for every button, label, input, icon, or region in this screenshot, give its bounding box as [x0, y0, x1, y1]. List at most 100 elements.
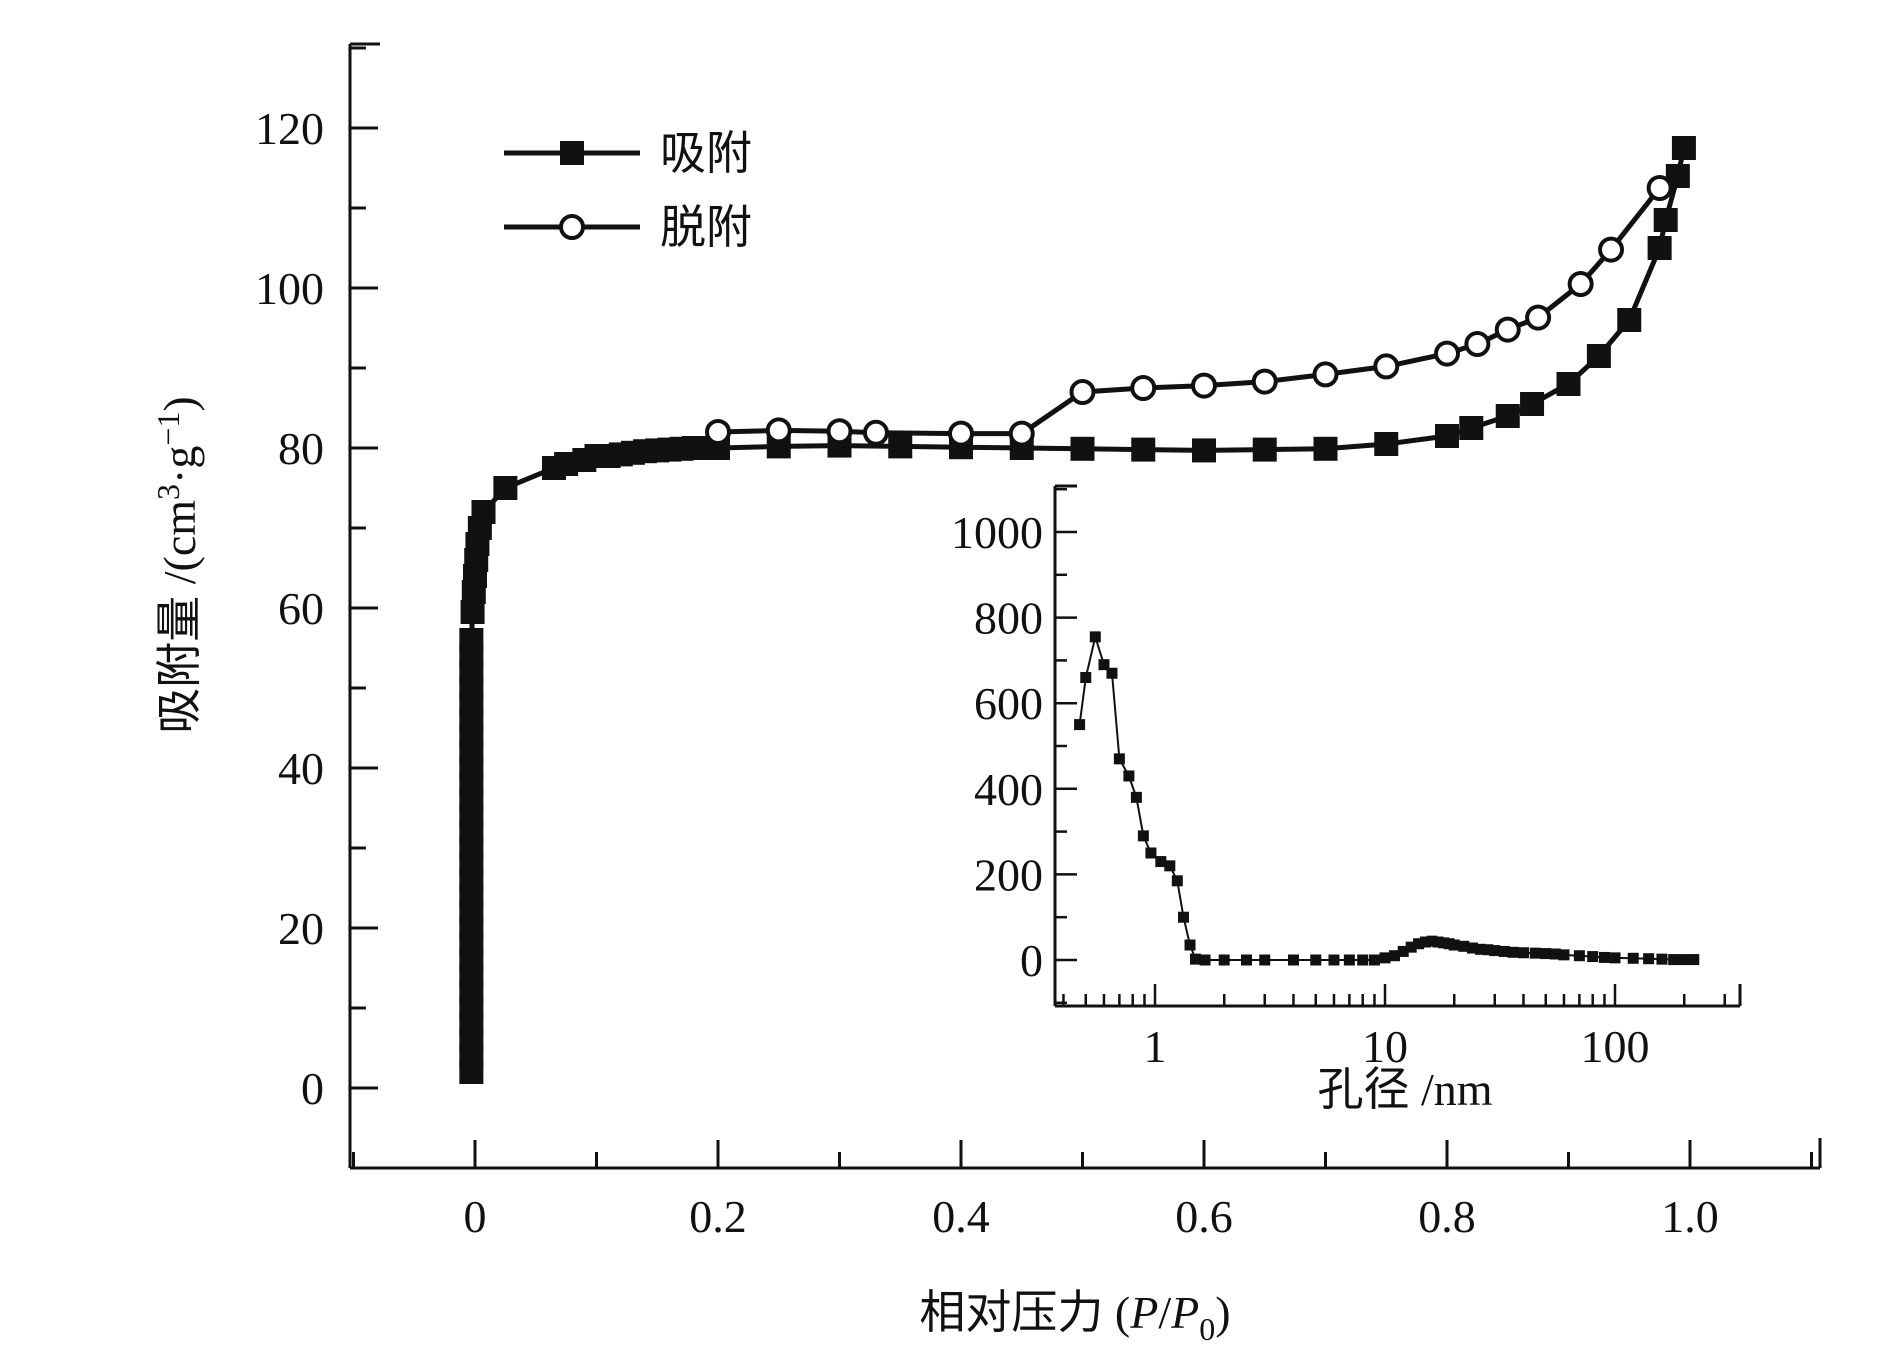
- inset-x-tick-label: 10: [1362, 1021, 1408, 1072]
- pore-size-point: [1482, 944, 1494, 956]
- desorption-point: [1525, 304, 1552, 331]
- pore-size-point: [1587, 951, 1599, 963]
- pore-size-point: [1432, 936, 1444, 948]
- pore-size-point: [1656, 953, 1668, 965]
- desorption-point: [765, 417, 792, 444]
- pore-size-point: [1413, 938, 1425, 950]
- legend: 吸附 脱附: [504, 128, 752, 253]
- main-y-tick-label: 80: [278, 423, 324, 474]
- adsorption-point: [1252, 437, 1277, 462]
- inset-x-tick-label: 1: [1144, 1021, 1167, 1072]
- adsorption-point: [471, 500, 496, 524]
- desorption-point: [1130, 375, 1157, 401]
- adsorption-point: [1192, 438, 1216, 463]
- pore-size-point: [1145, 847, 1157, 859]
- pore-size-point: [1474, 943, 1486, 955]
- pore-size-point: [1155, 856, 1167, 868]
- pore-size-point: [1113, 753, 1125, 765]
- pore-size-point: [1328, 954, 1340, 966]
- pore-size-point: [1529, 947, 1541, 959]
- inset-series: [1074, 631, 1700, 966]
- main-x-tick-label: 0.8: [1418, 1191, 1476, 1242]
- pore-size-point: [1609, 952, 1621, 964]
- adsorption-point: [1313, 436, 1338, 461]
- adsorption-point: [1070, 436, 1095, 461]
- legend-entry-desorption: 脱附: [504, 202, 752, 253]
- pore-size-point: [1123, 770, 1135, 782]
- pore-size-point: [1241, 954, 1253, 966]
- pore-size-point: [1498, 945, 1510, 957]
- main-x-axis-title: 相对压力 (P/P0): [919, 1287, 1230, 1347]
- pore-size-point: [1558, 949, 1570, 961]
- pore-size-point: [1507, 946, 1519, 958]
- main-y-axis-title: 吸附量 /(cm3·g−1): [150, 396, 205, 734]
- pore-size-point: [1164, 860, 1176, 872]
- adsorption-point: [1435, 424, 1459, 448]
- pore-size-point: [1448, 939, 1460, 951]
- inset-x-axis-title: 孔径 /nm: [1317, 1064, 1492, 1115]
- legend-marker-desorption: [559, 214, 585, 240]
- inset-y-tick-label: 1000: [951, 507, 1043, 558]
- pore-size-point: [1218, 954, 1230, 966]
- pore-size-point: [1397, 945, 1409, 957]
- adsorption-point: [1671, 136, 1696, 160]
- main-y-tick-label: 20: [278, 903, 324, 954]
- pore-size-point: [1627, 952, 1639, 964]
- main-y-tick-label: 100: [255, 263, 324, 314]
- desorption-point: [862, 419, 889, 446]
- main-y-tick-label: 0: [301, 1063, 324, 1114]
- pore-size-point: [1489, 945, 1501, 957]
- main-y-tick-label: 120: [255, 103, 324, 154]
- pore-size-point: [1106, 667, 1118, 679]
- desorption-point: [1598, 236, 1625, 263]
- pore-size-point: [1089, 631, 1101, 643]
- pore-size-point: [1177, 911, 1189, 923]
- main-series: [459, 136, 1696, 1084]
- desorption-point: [1646, 175, 1673, 201]
- main-x-tick-label: 1.0: [1661, 1191, 1719, 1242]
- pore-size-point: [1688, 954, 1700, 966]
- main-x-tick-label: 0.2: [689, 1191, 747, 1242]
- desorption-line: [717, 186, 1662, 437]
- pore-size-point: [1426, 935, 1438, 947]
- inset-x-ticks: 1 10 100: [1062, 984, 1726, 1072]
- adsorption-point: [1374, 432, 1399, 456]
- adsorption-point: [1495, 404, 1520, 428]
- pore-size-point: [1598, 951, 1610, 963]
- pore-size-point: [1678, 954, 1690, 966]
- desorption-point: [1464, 331, 1491, 357]
- pore-size-point: [1389, 950, 1401, 962]
- adsorption-point: [1653, 208, 1678, 232]
- legend-marker-adsorption: [560, 141, 584, 165]
- adsorption-point: [1459, 416, 1484, 440]
- adsorption-point: [459, 628, 484, 652]
- main-x-tick-label: 0.4: [932, 1191, 990, 1242]
- main-x-tick-label: 0.6: [1175, 1191, 1233, 1242]
- inset-y-tick-label: 200: [974, 849, 1043, 900]
- pore-size-point: [1573, 950, 1585, 962]
- desorption-point: [1434, 340, 1460, 367]
- adsorption-line: [468, 147, 1687, 1072]
- pore-size-point: [1643, 953, 1655, 965]
- desorption-point: [1008, 420, 1035, 447]
- inset-x-tick-label: 100: [1581, 1021, 1650, 1072]
- pore-size-point: [1368, 954, 1380, 966]
- inset-y-tick-label: 0: [1020, 935, 1043, 986]
- adsorption-point: [493, 476, 518, 500]
- desorption-point: [1567, 271, 1594, 297]
- main-y-ticks: 0 20 40 60 80 100 120: [255, 46, 378, 1170]
- pore-size-point: [1466, 942, 1478, 954]
- pore-size-point: [1310, 954, 1322, 966]
- adsorption-point: [1556, 372, 1581, 396]
- adsorption-point: [1131, 437, 1156, 462]
- adsorption-point: [1647, 236, 1672, 260]
- pore-size-point: [1343, 954, 1355, 966]
- pore-size-point: [1074, 719, 1086, 731]
- pore-size-point: [1540, 948, 1552, 960]
- pore-size-point: [1259, 954, 1271, 966]
- main-y-tick-label: 40: [278, 743, 324, 794]
- pore-size-line: [1078, 633, 1694, 961]
- inset-y-ticks: 0 200 400 600 800 1000: [951, 487, 1077, 1005]
